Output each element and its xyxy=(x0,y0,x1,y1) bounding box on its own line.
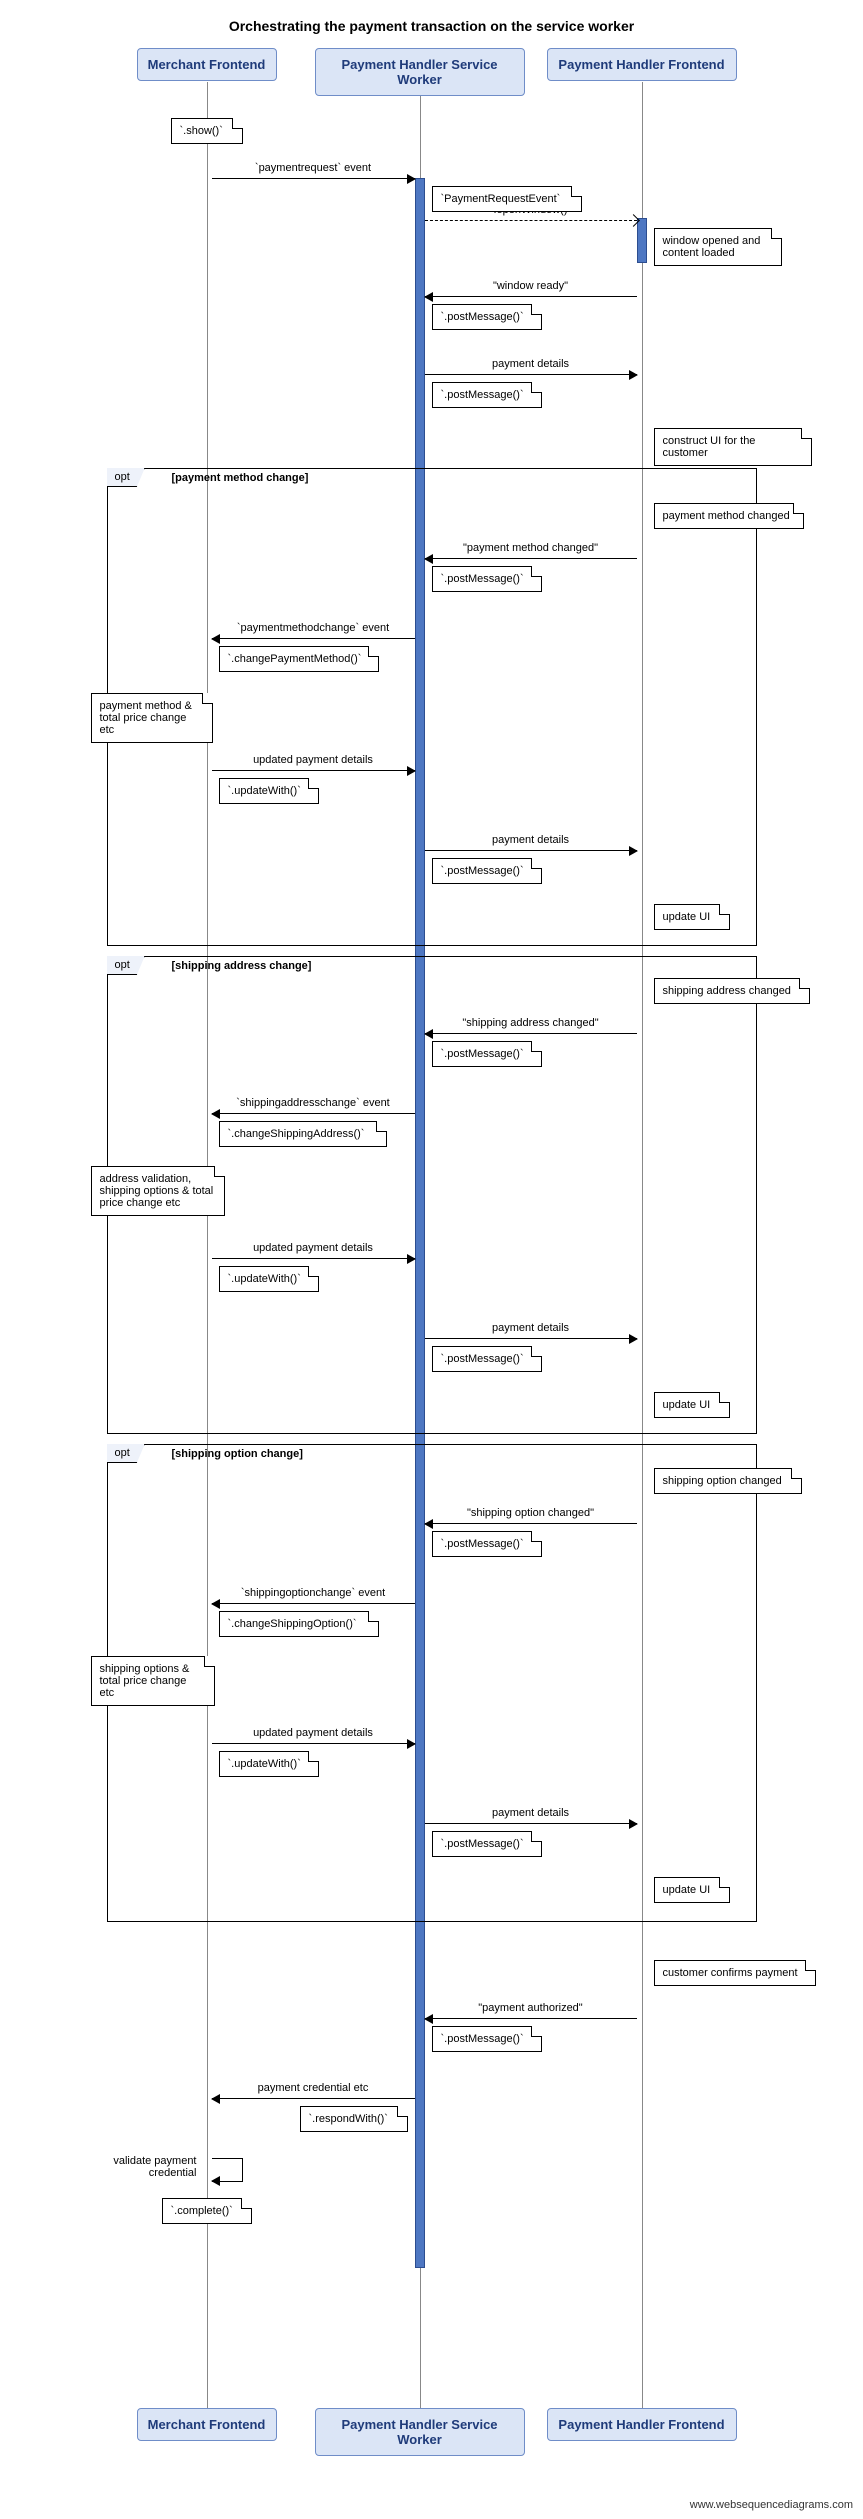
lane-header-merchant: Merchant Frontend xyxy=(137,48,277,81)
note: update UI xyxy=(654,1392,730,1418)
note: `.complete()` xyxy=(162,2198,252,2224)
opt-guard: [payment method change] xyxy=(172,472,309,484)
message-label: payment details xyxy=(425,358,637,370)
lane-header-sw: Payment Handler Service Worker xyxy=(315,48,525,96)
note: payment method & total price change etc xyxy=(91,693,213,743)
message-arrow: payment details xyxy=(425,1823,637,1824)
message-arrow: "window ready" xyxy=(425,296,637,297)
note: `.postMessage()` xyxy=(432,382,542,408)
note: `.postMessage()` xyxy=(432,1831,542,1857)
note: update UI xyxy=(654,1877,730,1903)
message-label: updated payment details xyxy=(212,1242,415,1254)
message-label: updated payment details xyxy=(212,1727,415,1739)
opt-tag: opt xyxy=(107,1444,145,1463)
sequence-diagram: opt [payment method change] opt [shipping a… xyxy=(87,48,777,2448)
message-label: "payment authorized" xyxy=(425,2002,637,2014)
note: `.changePaymentMethod()` xyxy=(219,646,379,672)
message-label: "shipping option changed" xyxy=(425,1507,637,1519)
note: address validation, shipping options & t… xyxy=(91,1166,225,1216)
message-arrow: "payment authorized" xyxy=(425,2018,637,2019)
message-label: `paymentrequest` event xyxy=(212,162,415,174)
message-arrow: "shipping option changed" xyxy=(425,1523,637,1524)
note: `.postMessage()` xyxy=(432,566,542,592)
message-label: "shipping address changed" xyxy=(425,1017,637,1029)
note: `.updateWith()` xyxy=(219,1751,319,1777)
note: `.respondWith()` xyxy=(300,2106,408,2132)
note: shipping option changed xyxy=(654,1468,802,1494)
note: shipping address changed xyxy=(654,978,810,1004)
message-label: payment details xyxy=(425,834,637,846)
opt-tag: opt xyxy=(107,468,145,487)
note: `.changeShippingAddress()` xyxy=(219,1121,387,1147)
message-arrow: "shipping address changed" xyxy=(425,1033,637,1034)
message-arrow: "payment method changed" xyxy=(425,558,637,559)
note: payment method changed xyxy=(654,503,804,529)
message-arrow: `shippingoptionchange` event xyxy=(212,1603,415,1604)
message-label: updated payment details xyxy=(212,754,415,766)
message-arrow: payment details xyxy=(425,374,637,375)
message-arrow: updated payment details xyxy=(212,770,415,771)
activation xyxy=(637,218,647,263)
note: `.postMessage()` xyxy=(432,858,542,884)
message-label: "payment method changed" xyxy=(425,542,637,554)
note: `.updateWith()` xyxy=(219,1266,319,1292)
message-label: payment details xyxy=(425,1322,637,1334)
note: `.updateWith()` xyxy=(219,778,319,804)
opt-tag: opt xyxy=(107,956,145,975)
message-arrow: payment details xyxy=(425,850,637,851)
message-arrow: `paymentmethodchange` event xyxy=(212,638,415,639)
credit-text: www.websequencediagrams.com xyxy=(690,2499,853,2511)
message-arrow: updated payment details xyxy=(212,1258,415,1259)
note: `.postMessage()` xyxy=(432,1346,542,1372)
message-label: `shippingaddresschange` event xyxy=(212,1097,415,1109)
note: `PaymentRequestEvent` xyxy=(432,186,582,212)
lane-header-front: Payment Handler Frontend xyxy=(547,2408,737,2441)
note: window opened and content loaded xyxy=(654,228,782,266)
opt-guard: [shipping address change] xyxy=(172,960,312,972)
self-message-label: validate payment credential xyxy=(87,2155,197,2179)
message-arrow: payment details xyxy=(425,1338,637,1339)
message-label: payment credential etc xyxy=(212,2082,415,2094)
lane-header-merchant: Merchant Frontend xyxy=(137,2408,277,2441)
diagram-title: Orchestrating the payment transaction on… xyxy=(0,0,863,34)
message-label: payment details xyxy=(425,1807,637,1819)
message-label: `shippingoptionchange` event xyxy=(212,1587,415,1599)
note: `.postMessage()` xyxy=(432,1041,542,1067)
note: `.postMessage()` xyxy=(432,2026,542,2052)
note: `.show()` xyxy=(171,118,243,144)
note: customer confirms payment xyxy=(654,1960,816,1986)
self-message xyxy=(212,2158,243,2182)
note: construct UI for the customer xyxy=(654,428,812,466)
lane-header-front: Payment Handler Frontend xyxy=(547,48,737,81)
message-arrow: `.openWindow()` xyxy=(425,220,637,221)
note: `.changeShippingOption()` xyxy=(219,1611,379,1637)
note: `.postMessage()` xyxy=(432,304,542,330)
note: `.postMessage()` xyxy=(432,1531,542,1557)
message-label: "window ready" xyxy=(425,280,637,292)
note: shipping options & total price change et… xyxy=(91,1656,215,1706)
message-arrow: `shippingaddresschange` event xyxy=(212,1113,415,1114)
note: update UI xyxy=(654,904,730,930)
message-label: `paymentmethodchange` event xyxy=(212,622,415,634)
message-arrow: `paymentrequest` event xyxy=(212,178,415,179)
message-arrow: updated payment details xyxy=(212,1743,415,1744)
opt-guard: [shipping option change] xyxy=(172,1448,303,1460)
lane-header-sw: Payment Handler Service Worker xyxy=(315,2408,525,2456)
message-arrow: payment credential etc xyxy=(212,2098,415,2099)
